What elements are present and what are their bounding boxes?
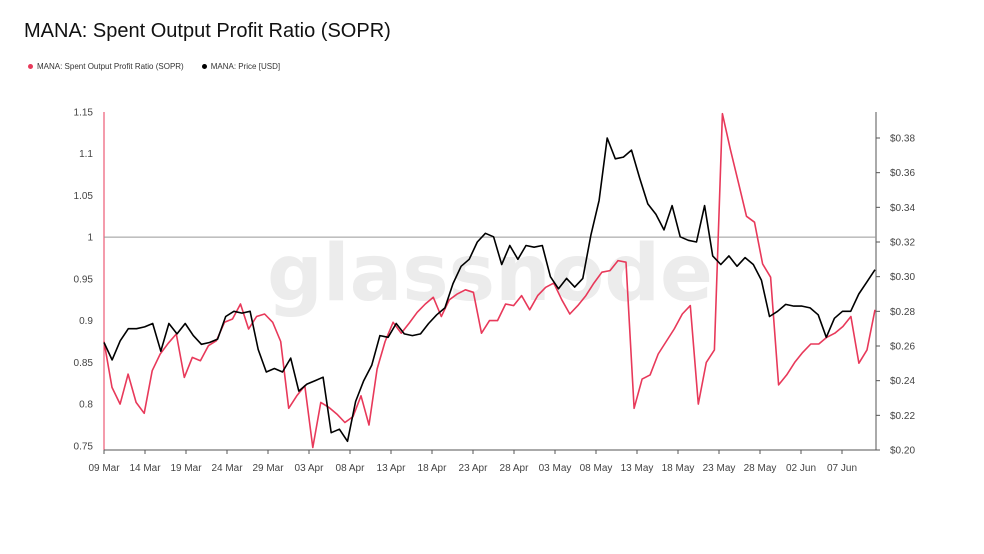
legend-label-sopr: MANA: Spent Output Profit Ratio (SOPR) (37, 62, 184, 71)
legend-dot-sopr (28, 64, 33, 69)
x-tick-label: 08 May (580, 463, 613, 474)
series-line-price (103, 137, 876, 443)
y-left-tick-label: 1.05 (74, 191, 94, 202)
x-tick-label: 28 May (744, 463, 777, 474)
x-tick-label: 23 May (703, 463, 736, 474)
legend-dot-price (201, 64, 207, 69)
x-tick-label: 23 Apr (459, 463, 489, 474)
y-right-tick-label: $0.24 (890, 376, 915, 387)
x-tick-label: 03 Apr (295, 463, 325, 474)
y-left-tick-label: 1.1 (79, 149, 93, 160)
chart-title: MANA: Spent Output Profit Ratio (SOPR) (24, 20, 391, 42)
x-tick-label: 03 May (539, 463, 572, 474)
legend-label-price: MANA: Price [USD] (210, 62, 281, 71)
x-tick-label: 14 Mar (129, 463, 161, 474)
x-tick-label: 09 Mar (88, 463, 120, 474)
x-tick-label: 18 Apr (418, 463, 448, 474)
y-right-tick-label: $0.36 (890, 168, 915, 179)
y-left-tick-label: 0.95 (74, 274, 94, 285)
y-left-tick-label: 1.15 (74, 108, 94, 119)
y-left-tick-label: 1 (87, 233, 93, 244)
y-left-tick-label: 0.8 (79, 400, 93, 411)
x-tick-label: 08 Apr (336, 463, 366, 474)
y-right-tick-label: $0.20 (890, 446, 915, 457)
x-tick-label: 28 Apr (500, 463, 530, 474)
x-tick-label: 07 Jun (827, 463, 857, 474)
x-tick-label: 29 Mar (252, 463, 284, 474)
y-right-tick-label: $0.32 (890, 238, 915, 249)
x-tick-label: 19 Mar (170, 463, 202, 474)
y-right-tick-label: $0.22 (890, 411, 915, 422)
legend-item-price[interactable]: MANA: Price [USD] (201, 62, 281, 71)
legend-item-sopr[interactable]: MANA: Spent Output Profit Ratio (SOPR) (28, 62, 184, 71)
y-right-tick-label: $0.28 (890, 307, 915, 318)
x-tick-label: 02 Jun (786, 463, 816, 474)
x-tick-label: 24 Mar (211, 463, 243, 474)
y-right-tick-label: $0.30 (890, 272, 915, 283)
series-line-sopr (103, 112, 876, 449)
y-right-tick-label: $0.26 (890, 342, 915, 353)
y-left-tick-label: 0.85 (74, 358, 94, 369)
watermark-text: glassnode (267, 229, 713, 319)
x-tick-label: 13 May (621, 463, 654, 474)
legend: MANA: Spent Output Profit Ratio (SOPR) M… (28, 62, 280, 71)
y-right-tick-label: $0.38 (890, 134, 915, 145)
y-left-tick-label: 0.9 (79, 316, 93, 327)
x-tick-label: 13 Apr (377, 463, 407, 474)
y-left-tick-label: 0.75 (74, 441, 94, 452)
x-tick-label: 18 May (662, 463, 695, 474)
y-right-tick-label: $0.34 (890, 203, 915, 214)
